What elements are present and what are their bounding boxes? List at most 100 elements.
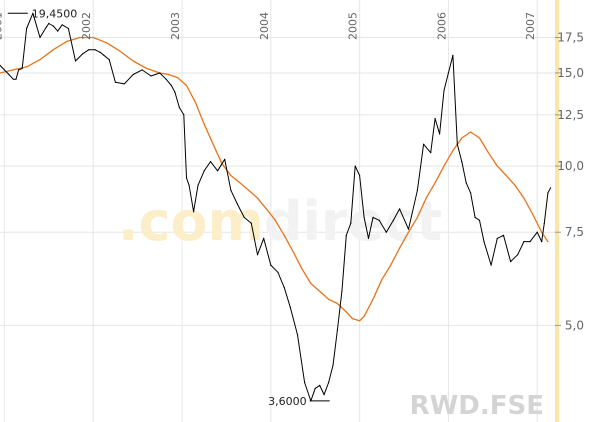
series-moving_average-point [381,279,383,281]
series-moving_average-point [39,59,41,61]
series-price-point [26,27,28,30]
series-moving_average-point [106,42,108,44]
series-moving_average-point [265,208,267,210]
series-price-point [183,114,185,116]
watermark: .comdirect [118,190,442,253]
series-moving_average-point [248,189,250,191]
series-moving_average-point [345,311,347,313]
series-price-point [209,161,212,163]
series-price-point [108,59,110,61]
series-price-point [103,54,105,56]
series-price-point [263,237,265,239]
series-moving_average-point [416,216,418,218]
series-price-point [474,216,476,218]
x-tick-label: 2004 [258,12,271,40]
series-moving_average-point [292,250,294,252]
series-moving_average-point [390,264,392,266]
x-tick-label: 2006 [435,12,448,40]
series-moving_average-point [230,174,232,177]
series-moving_average-point [547,241,549,243]
y-tick-label: 12,5 [557,108,584,122]
annotations: 19,4500 3,6000 [7,7,330,408]
series-moving_average-point [523,197,525,199]
series-moving_average-point [336,302,338,305]
series-moving_average-point [203,123,205,125]
series-moving_average-point [461,137,463,139]
series-moving_average-point [496,165,498,167]
y-tick-label: 15,0 [557,66,584,80]
series-moving_average-point [301,268,303,270]
series-moving_average-point [256,197,259,199]
series-price-point [407,228,410,230]
series-price-point [99,51,101,54]
series-price-point [434,117,436,120]
series-price-point [67,27,69,30]
series-moving_average-point [212,143,214,145]
series-price-point [367,237,370,239]
series-price-point [547,192,549,194]
series-price-point [230,189,232,191]
y-tick-label: 10,0 [557,159,584,173]
y-tick-label: 5,0 [565,318,584,332]
series-price-point [188,184,190,186]
series-price-point [170,84,172,87]
series-moving_average-point [239,182,241,184]
series-price-point [217,170,219,172]
series-price-point [470,192,472,194]
series-moving_average-point [274,219,276,221]
series-moving_average-point [407,231,410,233]
series-price-point [359,174,361,177]
series-price-point [123,83,125,85]
series-price-point [447,72,449,74]
series-price-point [21,67,23,69]
series-price-point [385,231,387,233]
series-price-point [430,152,432,154]
series-moving_average-point [168,73,170,76]
series-price-point [3,69,5,71]
series-moving_average-point [434,182,436,184]
series-moving_average-point [541,231,543,233]
series-moving_average-point [132,60,134,62]
series-price-point [174,91,176,93]
series-price-point [456,143,458,145]
series-price-point [543,222,545,224]
series-moving_average-point [505,174,507,177]
series-price-point [517,254,519,256]
series-price-point [0,64,1,66]
series-price-point [423,143,425,145]
series-price-point [88,49,90,51]
series-moving_average-point [328,298,330,300]
series-moving_average-point [194,101,196,103]
series-moving_average-point [399,247,401,249]
series-price-point [336,329,338,331]
series-moving_average-point [359,320,361,322]
series-price-point [478,219,481,221]
right-axis-strip [555,0,559,422]
series-price-point [277,271,279,273]
series-price-point [74,60,77,62]
series-price-point [57,30,59,32]
series-moving_average-point [470,131,472,133]
series-moving_average-point [532,213,534,216]
series-price-point [150,75,152,77]
series-price-point [304,381,306,384]
series-moving_average-point [177,77,179,79]
series-price-point [12,78,14,80]
series-price-point [319,384,321,386]
series-price-point [270,264,272,266]
series-price-point [378,219,380,221]
x-tick-label: 2002 [80,12,93,40]
series-moving_average-point [0,72,1,74]
series-price-point [523,241,525,243]
series-price-point [541,241,543,243]
series-layer [0,12,552,402]
series-price-point [496,237,498,239]
min-annotation-label: 3,6000 [268,395,307,408]
series-moving_average-line [0,36,549,322]
series-price-point [296,334,299,336]
series-price-point [193,211,195,213]
series-price-point [256,254,259,256]
svg-text:.comdirect: .comdirect [118,190,442,253]
series-price-point [354,165,356,167]
